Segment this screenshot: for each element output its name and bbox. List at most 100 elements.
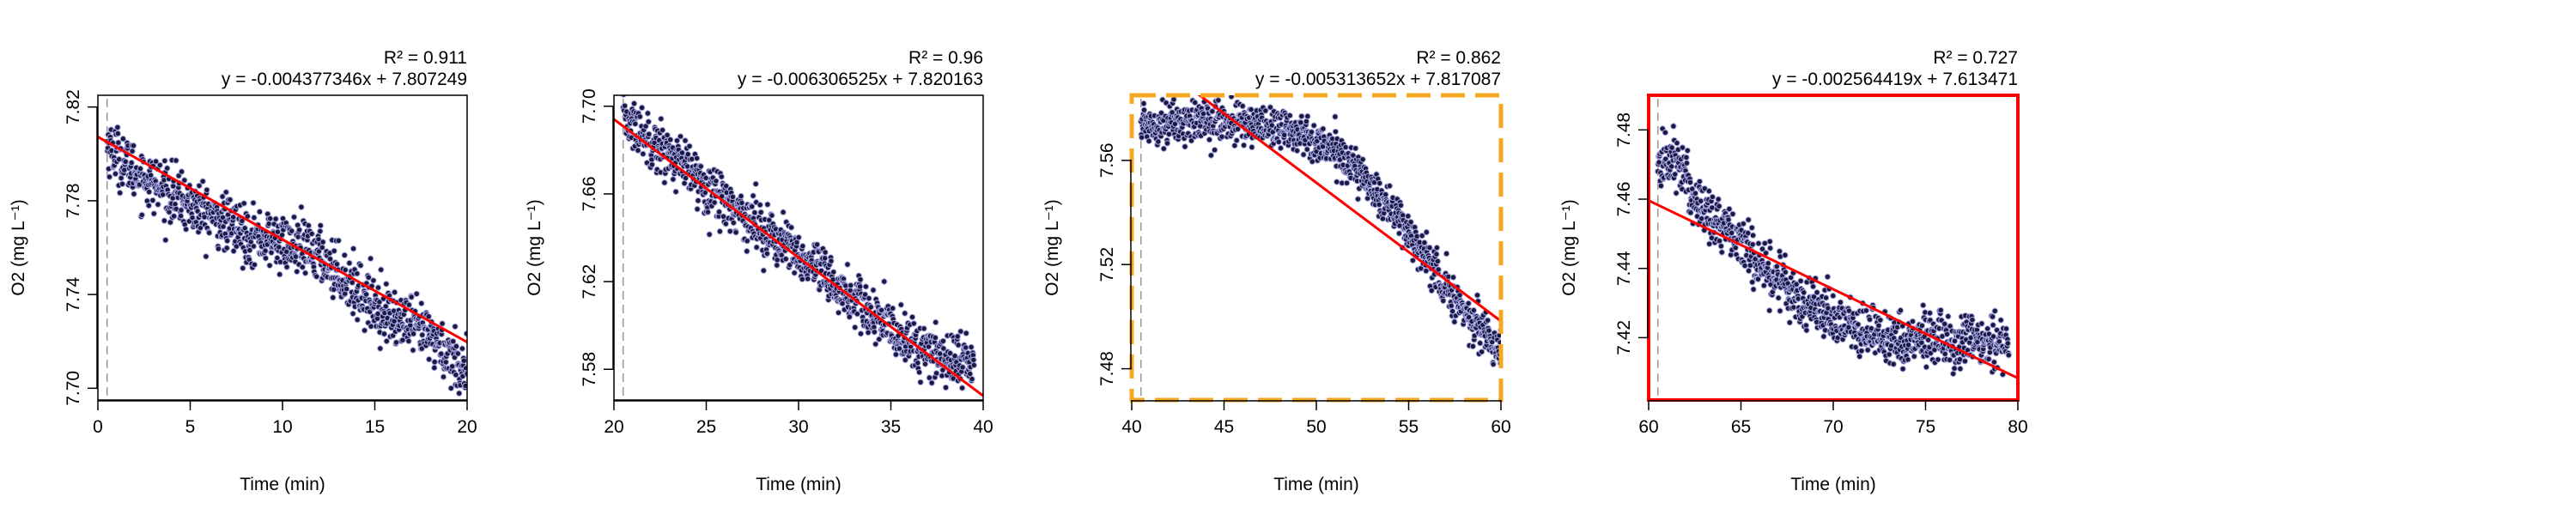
data-point [678,149,686,156]
x-tick-label: 10 [272,417,292,437]
data-point [1163,140,1171,147]
data-point [1852,343,1859,351]
y-tick-label: 7.66 [580,176,599,211]
data-point [861,291,869,298]
data-point [1303,118,1310,125]
data-point [1729,210,1736,218]
data-point [774,257,781,264]
data-point [866,294,872,302]
data-point [1234,125,1242,133]
data-point [1924,336,1932,343]
data-point [240,264,246,272]
data-point [1985,355,1992,362]
data-point [1862,307,1870,314]
data-point [251,214,258,221]
data-point [1672,171,1679,178]
data-point [1797,277,1804,284]
data-point [638,104,646,112]
data-point [958,385,966,391]
data-point [1433,251,1440,258]
data-point [1473,292,1481,299]
regression-equation: y = -0.006306525x + 7.820163 [738,70,983,89]
data-point [199,178,206,185]
x-tick-label: 25 [696,417,716,437]
data-point [459,345,466,352]
data-point [1951,365,1958,372]
data-point [670,176,677,183]
data-point [1668,144,1675,151]
data-point [1717,243,1725,250]
data-point [346,259,353,267]
data-point [349,279,355,286]
data-point [951,353,958,360]
data-point [910,320,918,327]
chart-panel-2: 20 25 30 35 40 Time (min) 7.58 7.62 7.66 7.70 O2 (… [525,48,993,494]
data-point [1443,250,1450,258]
data-point [1262,107,1269,114]
data-point [846,313,853,320]
x-tick-label: 80 [2008,417,2027,437]
data-point [453,342,460,350]
data-point [1332,128,1340,136]
data-point [780,209,787,215]
data-point [2005,352,2013,359]
data-point [1726,205,1733,213]
data-point [319,244,325,251]
data-point [760,267,767,274]
data-point [230,214,237,221]
data-point [115,139,122,146]
data-point [876,336,883,342]
data-point [431,364,438,372]
data-point [1233,136,1240,144]
y-tick-label: 7.58 [580,352,599,387]
data-point [1170,96,1177,103]
x-tick-label: 40 [1121,417,1141,437]
data-point [702,174,709,182]
chart-panel-1: 0 5 10 15 20 Time (min) 7.70 7.74 7.78 7.82 O2 (mg… [9,48,477,494]
data-point [1945,312,1952,320]
data-point [418,300,425,307]
y-axis-label: O2 (mg L⁻¹) [9,199,28,296]
data-point [1478,348,1485,355]
data-point [1286,112,1293,119]
r-squared-label: R² = 0.727 [1933,48,2018,68]
data-point [791,270,798,276]
data-point [967,370,974,378]
data-point [1304,112,1311,120]
data-point [1766,245,1774,251]
data-point [449,363,456,370]
data-point [828,258,835,264]
data-point [368,323,374,330]
data-point [1822,294,1830,301]
data-point [1749,241,1756,248]
data-point [294,268,301,276]
data-point [447,385,454,391]
data-point [1435,266,1442,273]
data-point [750,192,756,199]
data-point [1428,287,1436,294]
data-point [932,334,939,342]
data-point [1140,106,1148,113]
data-point [450,338,457,345]
data-point [920,325,927,332]
data-point [1231,142,1238,149]
data-point [763,250,771,258]
data-point [1423,267,1430,275]
data-point [635,147,641,154]
data-point [276,244,283,251]
data-point [897,301,905,308]
data-point [711,199,718,206]
data-point [405,301,413,308]
data-point [119,136,127,142]
data-point [902,356,909,364]
r-squared-label: R² = 0.96 [908,48,983,68]
x-tick-label: 40 [973,417,993,437]
data-point [1937,306,1944,314]
regression-equation: y = -0.005313652x + 7.817087 [1255,70,1501,89]
data-point [1687,209,1694,216]
data-point [370,277,377,284]
data-point [1267,104,1274,111]
data-point [354,316,361,324]
data-point [857,330,865,337]
data-point [1376,201,1382,209]
